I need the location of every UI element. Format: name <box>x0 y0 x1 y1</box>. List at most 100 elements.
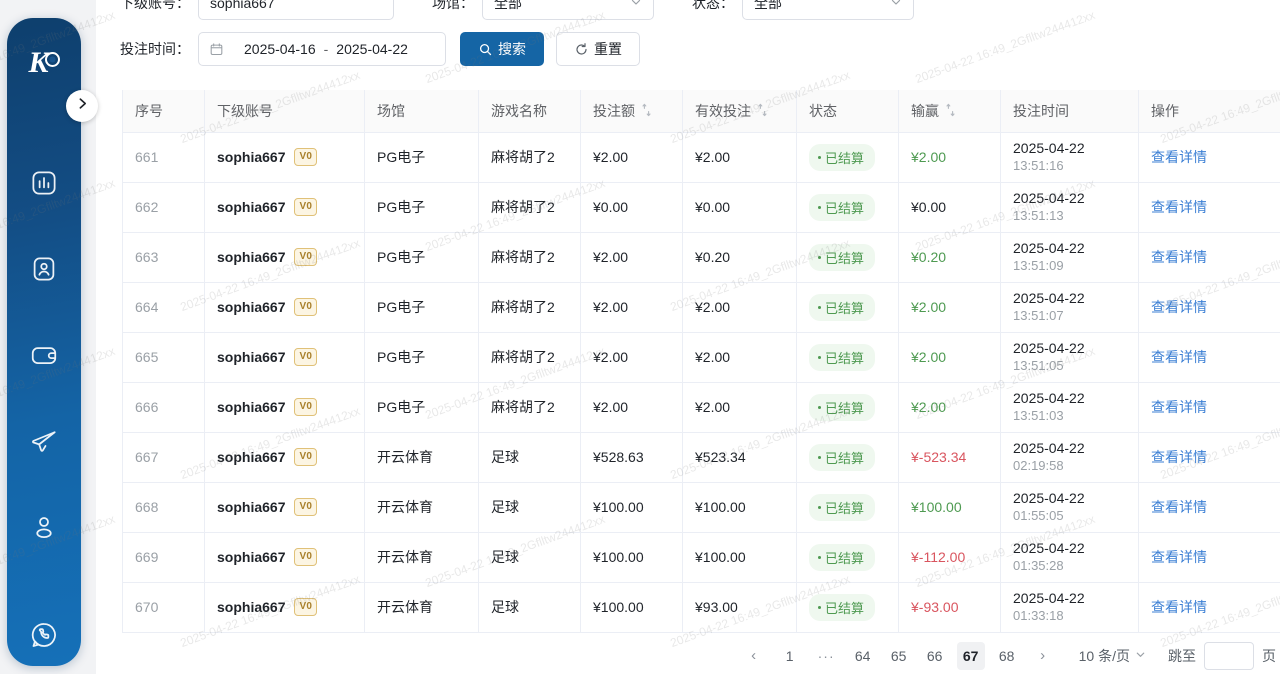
jump-input[interactable] <box>1204 641 1254 670</box>
sort-icon[interactable] <box>945 103 956 117</box>
view-details-link[interactable]: 查看详情 <box>1151 399 1207 415</box>
cell-winloss: ¥-112.00 <box>898 532 1001 583</box>
sidebar-item-promote[interactable] <box>29 427 59 457</box>
sidebar-expand-toggle[interactable] <box>66 90 98 122</box>
view-details-link[interactable]: 查看详情 <box>1151 549 1207 565</box>
sidebar-item-members[interactable] <box>29 254 59 284</box>
column-header-venue: 场馆 <box>364 90 479 133</box>
pagination-page-65[interactable]: 65 <box>890 647 907 664</box>
page-size-label: 10 条/页 <box>1078 647 1130 664</box>
column-header-winloss[interactable]: 输赢 <box>898 90 1001 133</box>
cell-index: 670 <box>122 582 205 633</box>
cell-winloss: ¥2.00 <box>898 282 1001 333</box>
brand-letter: K <box>28 46 48 79</box>
date-range-separator: - <box>323 41 329 57</box>
cell-action: 查看详情 <box>1138 382 1280 433</box>
view-details-link[interactable]: 查看详情 <box>1151 349 1207 365</box>
cell-bet-amount: ¥100.00 <box>580 482 683 533</box>
jump-label: 跳至 <box>1168 647 1196 664</box>
cell-action: 查看详情 <box>1138 232 1280 283</box>
pagination-page-66[interactable]: 66 <box>926 647 943 664</box>
cell-account: sophia667 V0 <box>204 132 365 183</box>
sidebar-item-wallet[interactable] <box>29 340 59 370</box>
date-range-picker[interactable]: 2025-04-16 - 2025-04-22 <box>198 32 446 66</box>
account-name: sophia667 <box>217 499 286 515</box>
status-select[interactable]: 全部 <box>742 0 914 20</box>
status-badge-label: 已结算 <box>825 600 865 616</box>
row-index: 667 <box>135 449 159 465</box>
search-button[interactable]: 搜索 <box>460 32 544 66</box>
winloss-value: ¥-112.00 <box>911 549 966 565</box>
pagination-page-64[interactable]: 64 <box>854 647 871 664</box>
cell-index: 662 <box>122 182 205 233</box>
view-details-link[interactable]: 查看详情 <box>1151 449 1207 465</box>
pagination-jump: 跳至 页 <box>1168 641 1276 670</box>
pagination-prev[interactable]: ‹ <box>751 647 757 664</box>
cell-account: sophia667 V0 <box>204 332 365 383</box>
cell-action: 查看详情 <box>1138 332 1280 383</box>
cell-valid-bet: ¥2.00 <box>682 132 797 183</box>
cell-action: 查看详情 <box>1138 582 1280 633</box>
sidebar-background: K <box>0 0 98 674</box>
column-header-game: 游戏名称 <box>478 90 581 133</box>
status-badge-label: 已结算 <box>825 450 865 466</box>
pagination: ‹ 1 ··· 64 65 66 67 68 › 10 条/页 跳至 页 <box>104 637 1280 674</box>
pagination-page-67[interactable]: 67 <box>956 641 985 670</box>
cell-game: 麻将胡了2 <box>478 332 581 383</box>
bet-date: 2025-04-22 <box>1013 389 1085 406</box>
sidebar-item-stats[interactable] <box>29 168 59 198</box>
cell-game: 麻将胡了2 <box>478 132 581 183</box>
cell-account: sophia667 V0 <box>204 232 365 283</box>
sidebar-item-support[interactable] <box>29 620 59 650</box>
cell-valid-bet: ¥2.00 <box>682 332 797 383</box>
page-size-select[interactable]: 10 条/页 <box>1079 646 1146 666</box>
status-badge-label: 已结算 <box>825 150 865 166</box>
pagination-ellipsis[interactable]: ··· <box>817 647 835 664</box>
table-row: 661 sophia667 V0 PG电子 麻将胡了2 ¥2.00 ¥2.00 已结算 ¥2.0… <box>122 132 1280 183</box>
status-badge: 已结算 <box>809 143 876 171</box>
brand-logo[interactable]: K <box>7 48 81 78</box>
pagination-next[interactable]: › <box>1040 647 1046 664</box>
phone-chat-icon <box>29 620 59 650</box>
column-header-valid[interactable]: 有效投注 <box>682 90 797 133</box>
cell-bet-amount: ¥528.63 <box>580 432 683 483</box>
view-details-link[interactable]: 查看详情 <box>1151 599 1207 615</box>
user-card-icon <box>29 254 59 284</box>
venue-select[interactable]: 全部 <box>482 0 654 20</box>
column-header-bet[interactable]: 投注额 <box>580 90 683 133</box>
reset-button[interactable]: 重置 <box>556 32 640 66</box>
winloss-value: ¥0.00 <box>911 199 947 215</box>
table-row: 668 sophia667 V0 开云体育 足球 ¥100.00 ¥100.00 已结算 ¥10… <box>122 482 1280 533</box>
chevron-down-icon <box>1135 649 1146 663</box>
account-input[interactable]: sophia667 <box>198 0 394 20</box>
cell-game: 麻将胡了2 <box>478 382 581 433</box>
view-details-link[interactable]: 查看详情 <box>1151 249 1207 265</box>
cell-winloss: ¥100.00 <box>898 482 1001 533</box>
account-name: sophia667 <box>217 449 286 465</box>
sort-icon[interactable] <box>757 103 768 117</box>
bet-date: 2025-04-22 <box>1013 239 1085 256</box>
status-badge: 已结算 <box>809 543 876 571</box>
vip-level-badge: V0 <box>294 498 318 516</box>
cell-bet-time: 2025-04-22 02:19:58 <box>1000 432 1139 483</box>
pagination-page-1[interactable]: 1 <box>785 647 794 664</box>
cell-venue: PG电子 <box>364 282 479 333</box>
cell-venue: 开云体育 <box>364 482 479 533</box>
winloss-value: ¥2.00 <box>911 149 947 165</box>
pagination-page-68[interactable]: 68 <box>998 647 1015 664</box>
cell-status: 已结算 <box>796 432 899 483</box>
view-details-link[interactable]: 查看详情 <box>1151 199 1207 215</box>
cell-status: 已结算 <box>796 282 899 333</box>
view-details-link[interactable]: 查看详情 <box>1151 499 1207 515</box>
sidebar-item-profile[interactable] <box>29 512 59 542</box>
cell-action: 查看详情 <box>1138 432 1280 483</box>
sort-icon[interactable] <box>641 103 652 117</box>
cell-bet-amount: ¥2.00 <box>580 282 683 333</box>
cell-bet-amount: ¥0.00 <box>580 182 683 233</box>
view-details-link[interactable]: 查看详情 <box>1151 299 1207 315</box>
cell-valid-bet: ¥2.00 <box>682 382 797 433</box>
view-details-link[interactable]: 查看详情 <box>1151 149 1207 165</box>
chevron-down-icon <box>630 0 642 10</box>
venue-select-value: 全部 <box>494 0 522 11</box>
status-badge: 已结算 <box>809 293 876 321</box>
